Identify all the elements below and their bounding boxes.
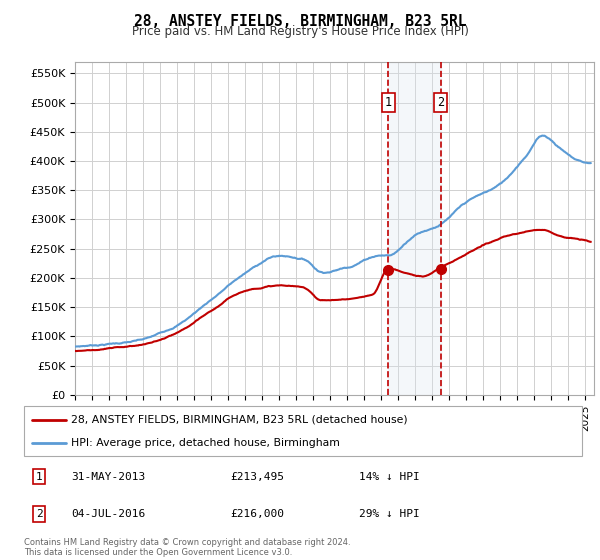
Text: 28, ANSTEY FIELDS, BIRMINGHAM, B23 5RL (detached house): 28, ANSTEY FIELDS, BIRMINGHAM, B23 5RL (… [71, 414, 408, 424]
Text: £213,495: £213,495 [230, 472, 284, 482]
Text: Contains HM Land Registry data © Crown copyright and database right 2024.
This d: Contains HM Land Registry data © Crown c… [24, 538, 350, 557]
Text: £216,000: £216,000 [230, 509, 284, 519]
Text: 2: 2 [35, 509, 43, 519]
FancyBboxPatch shape [24, 406, 582, 456]
Text: 1: 1 [35, 472, 43, 482]
Text: Price paid vs. HM Land Registry's House Price Index (HPI): Price paid vs. HM Land Registry's House … [131, 25, 469, 38]
Text: 14% ↓ HPI: 14% ↓ HPI [359, 472, 419, 482]
Text: 31-MAY-2013: 31-MAY-2013 [71, 472, 146, 482]
Text: 04-JUL-2016: 04-JUL-2016 [71, 509, 146, 519]
Bar [388, 62, 441, 395]
Text: 1: 1 [385, 96, 392, 109]
Text: HPI: Average price, detached house, Birmingham: HPI: Average price, detached house, Birm… [71, 438, 340, 448]
Text: 29% ↓ HPI: 29% ↓ HPI [359, 509, 419, 519]
Text: 2: 2 [437, 96, 445, 109]
Text: 28, ANSTEY FIELDS, BIRMINGHAM, B23 5RL: 28, ANSTEY FIELDS, BIRMINGHAM, B23 5RL [134, 14, 466, 29]
